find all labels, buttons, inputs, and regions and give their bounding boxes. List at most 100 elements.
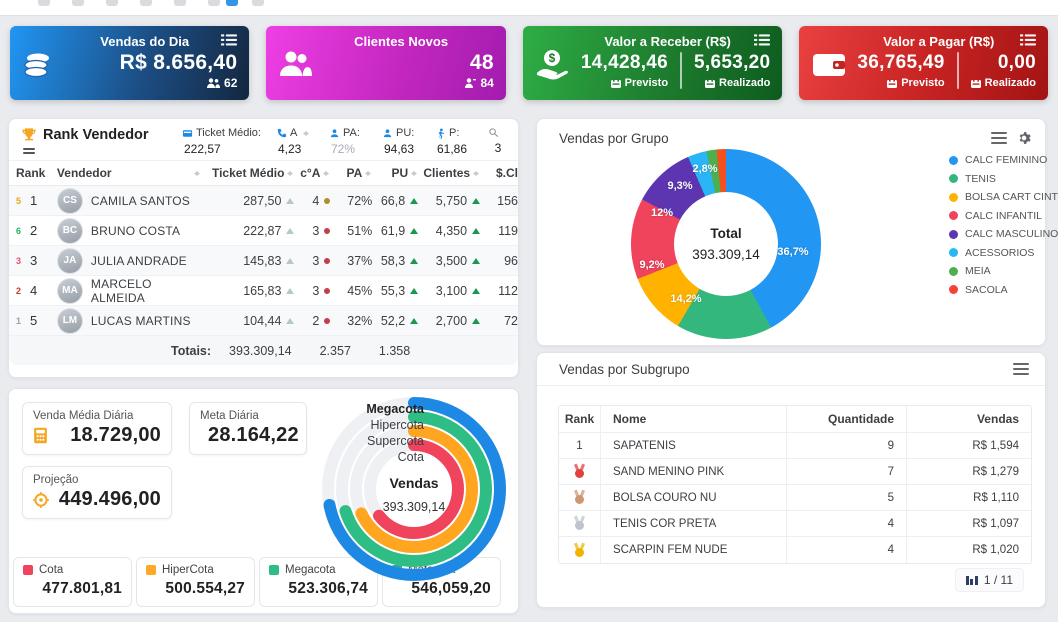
kpi-card-valor-a-pagar[interactable]: Valor a Pagar (R$) 36,765,49 Previsto 0,…: [799, 26, 1048, 100]
sort-icon[interactable]: [303, 128, 310, 139]
col-ca[interactable]: c°A: [294, 166, 330, 180]
totals-value: 1.358: [378, 343, 411, 358]
toolbar-icon-stub[interactable]: [106, 0, 118, 6]
col-scl[interactable]: $.Cl: [495, 166, 518, 180]
table-row[interactable]: TENIS COR PRETA 4 R$ 1,097: [559, 511, 1031, 537]
col-nome[interactable]: Nome: [601, 406, 787, 432]
table-row[interactable]: BOLSA COURO NU 5 R$ 1,110: [559, 485, 1031, 511]
stat-pa: PA: 72%: [329, 127, 367, 156]
medal-icon: [575, 495, 584, 504]
legend-item[interactable]: MEIA: [949, 262, 1058, 281]
search-icon[interactable]: [488, 127, 499, 138]
color-square-icon: [269, 565, 279, 575]
hamburger-menu-icon[interactable]: [1013, 360, 1029, 378]
menu-icon[interactable]: [23, 148, 35, 154]
legend-item[interactable]: CALC MASCULINO: [949, 225, 1058, 244]
meta-diaria-card[interactable]: Meta Diária 28.164,22: [189, 402, 307, 455]
kpi-value: 48: [469, 51, 494, 74]
toolbar-icon-stub[interactable]: [38, 0, 50, 6]
vendedor-name: LUCAS MARTINS: [90, 313, 191, 328]
col-quantidade[interactable]: Quantidade: [787, 406, 907, 432]
sort-icon[interactable]: [411, 168, 418, 179]
megacota-card[interactable]: Megacota 523.306,74: [259, 557, 378, 607]
calendar-icon: [970, 78, 981, 88]
col-pu[interactable]: PU: [372, 166, 418, 180]
kpi-card-vendas-do-dia[interactable]: Vendas do Dia R$ 8.656,40 62: [10, 26, 250, 100]
sort-icon[interactable]: [323, 168, 330, 179]
sort-icon[interactable]: [193, 168, 201, 179]
calendar-icon: [705, 78, 716, 88]
projecao-card[interactable]: Projeção 449.496,00: [22, 466, 172, 519]
pagination[interactable]: 1 / 11: [954, 568, 1024, 592]
prev-rank-badge: 6: [16, 225, 22, 236]
toolbar-icon-stub[interactable]: [208, 0, 220, 6]
toolbar-icon-stub[interactable]: [140, 0, 152, 6]
details-list-icon[interactable]: [478, 34, 494, 46]
details-list-icon[interactable]: [754, 34, 771, 46]
phone-dot-icon: [324, 227, 331, 234]
toolbar-icon-stub[interactable]: [226, 0, 238, 6]
stat-value: 4,23: [278, 142, 302, 156]
legend-item[interactable]: ACESSORIOS: [949, 244, 1058, 263]
quota-cards-row: Cota 477.801,81 HiperCota 500.554,27 Meg…: [13, 557, 501, 607]
metacota-card[interactable]: Metacota 546,059,20: [382, 557, 501, 607]
legend-item[interactable]: TENIS: [949, 170, 1058, 189]
hipercota-card[interactable]: HiperCota 500.554,27: [136, 557, 255, 607]
table-row[interactable]: SAND MENINO PINK 7 R$ 1,279: [559, 459, 1031, 485]
rank-number: 2: [30, 223, 38, 238]
legend-item[interactable]: BOLSA CART CINTO: [949, 188, 1058, 207]
toolbar-icon-stub[interactable]: [252, 0, 264, 6]
quota-label: Cota: [39, 564, 64, 576]
col-vendas[interactable]: Vendas: [976, 412, 1019, 426]
avatar: BC: [56, 217, 83, 244]
col-clientes[interactable]: Clientes: [418, 166, 480, 180]
stat-value: 94,63: [384, 142, 415, 156]
sort-icon[interactable]: [473, 168, 480, 179]
donut-chart[interactable]: Total 393.309,14 36,7% 14,2% 9,2% 12% 9,…: [631, 149, 821, 339]
toolbar-icon-stub[interactable]: [174, 0, 186, 6]
gear-icon[interactable]: [1017, 131, 1031, 145]
totals-row: Totais: 393.309,14 2.357 1.358: [9, 336, 518, 365]
rank-table-header: Rank Vendedor Ticket Médio c°A PA PU Cli…: [9, 160, 518, 186]
cota-card[interactable]: Cota 477.801,81: [13, 557, 132, 607]
legend-item[interactable]: CALC FEMININO: [949, 151, 1058, 170]
card-label: Venda Média Diária: [33, 410, 134, 422]
people-icon: [280, 51, 313, 76]
card-value: 449.496,00: [58, 488, 161, 510]
hamburger-menu-icon[interactable]: [991, 129, 1007, 147]
qtd-cell: 4: [787, 537, 907, 563]
details-list-icon[interactable]: [221, 34, 238, 46]
legend-item[interactable]: SACOLA: [949, 281, 1058, 300]
trend-up-icon: [286, 197, 295, 204]
table-row[interactable]: 1 SAPATENIS 9 R$ 1,594: [559, 433, 1031, 459]
col-rank[interactable]: Rank: [559, 406, 601, 432]
sort-icon[interactable]: [287, 168, 294, 179]
browser-toolbar: [0, 0, 1058, 16]
sort-icon[interactable]: [365, 168, 372, 179]
page-indicator: 1 / 11: [983, 573, 1013, 587]
kpi-row: Vendas do Dia R$ 8.656,40 62 Clientes No…: [10, 26, 1048, 100]
legend-item[interactable]: CALC INFANTIL: [949, 207, 1058, 226]
rank-vendedor-panel: Rank Vendedor Ticket Médio: 222,57 A 4,2…: [8, 118, 519, 378]
col-pa[interactable]: PA: [330, 166, 372, 180]
venda-media-card[interactable]: Venda Média Diária 18.729,00: [22, 402, 172, 455]
card-value: 28.164,22: [208, 424, 299, 446]
col-ticket-medio[interactable]: Ticket Médio: [207, 166, 295, 180]
vendas-por-grupo-panel: Vendas por Grupo Total 393.309,14 36,7% …: [536, 118, 1058, 346]
kpi-card-clientes-novos[interactable]: Clientes Novos 48 84: [266, 26, 506, 100]
details-list-icon[interactable]: [1020, 34, 1036, 46]
table-row[interactable]: SCARPIN FEM NUDE 4 R$ 1,020: [559, 537, 1031, 563]
toolbar-icon-stub[interactable]: [72, 0, 84, 6]
target-icon: [33, 491, 49, 508]
col-rank[interactable]: Rank: [16, 166, 46, 180]
kpi-card-valor-a-receber[interactable]: $ Valor a Receber (R$) 14,428,46 Previst…: [522, 26, 783, 100]
gauge-center: Vendas 393.309,14: [339, 475, 489, 514]
previsto-value: 14,428,46: [580, 52, 669, 73]
stat-a: A 4,23: [276, 127, 314, 156]
col-vendedor[interactable]: Vendedor: [57, 166, 207, 180]
